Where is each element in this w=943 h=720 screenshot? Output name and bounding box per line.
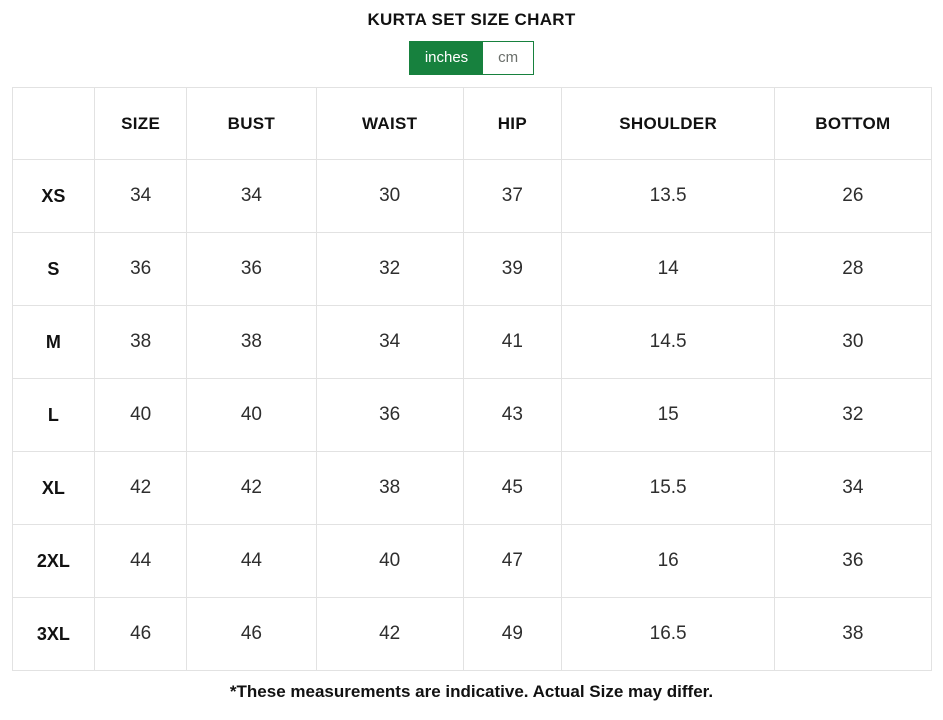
column-header-waist: WAIST: [315, 87, 464, 160]
measurement-cell: 40: [315, 524, 464, 598]
measurement-cell: 14: [561, 232, 776, 306]
unit-toggle: inches cm: [408, 41, 535, 75]
unit-cm-button[interactable]: cm: [483, 42, 534, 74]
measurement-cell: 15: [561, 378, 776, 452]
measurement-cell: 34: [94, 159, 188, 233]
measurement-cell: 38: [774, 597, 932, 671]
measurement-cell: 37: [462, 159, 563, 233]
measurement-cell: 14.5: [561, 305, 776, 379]
size-chart-table: SIZE BUST WAIST HIP SHOULDER BOTTOM XS 34 34 30 3…: [11, 87, 932, 671]
measurement-cell: 40: [186, 378, 317, 452]
row-label-m: M: [11, 305, 96, 379]
measurement-cell: 38: [94, 305, 188, 379]
column-header-shoulder: SHOULDER: [561, 87, 776, 160]
table-header-row: SIZE BUST WAIST HIP SHOULDER BOTTOM: [11, 87, 932, 160]
measurement-cell: 34: [186, 159, 317, 233]
measurement-cell: 45: [462, 451, 563, 525]
measurement-cell: 30: [774, 305, 932, 379]
measurement-cell: 49: [462, 597, 563, 671]
row-label-xs: XS: [11, 159, 96, 233]
table-body: XS 34 34 30 37 13.5 26 S 36 36 32 39 14 28 M 38 38 34 41 14…: [11, 159, 932, 671]
table-row: XS 34 34 30 37 13.5 26: [11, 159, 932, 233]
column-header-bottom: BOTTOM: [774, 87, 932, 160]
measurement-cell: 38: [186, 305, 317, 379]
measurement-cell: 34: [315, 305, 464, 379]
row-label-3xl: 3XL: [11, 597, 96, 671]
table-row: L 40 40 36 43 15 32: [11, 378, 932, 452]
footnote: *These measurements are indicative. Actu…: [229, 682, 714, 701]
unit-toggle-wrap: inches cm: [0, 41, 943, 75]
measurement-cell: 36: [94, 232, 188, 306]
measurement-cell: 34: [774, 451, 932, 525]
measurement-cell: 43: [462, 378, 563, 452]
measurement-cell: 30: [315, 159, 464, 233]
measurement-cell: 39: [462, 232, 563, 306]
measurement-cell: 36: [315, 378, 464, 452]
table-row: 2XL 44 44 40 47 16 36: [11, 524, 932, 598]
corner-header-cell: [11, 87, 96, 160]
measurement-cell: 42: [94, 451, 188, 525]
table-row: 3XL 46 46 42 49 16.5 38: [11, 597, 932, 671]
row-label-s: S: [11, 232, 96, 306]
measurement-cell: 16.5: [561, 597, 776, 671]
measurement-cell: 38: [315, 451, 464, 525]
table-row: S 36 36 32 39 14 28: [11, 232, 932, 306]
measurement-cell: 41: [462, 305, 563, 379]
measurement-cell: 16: [561, 524, 776, 598]
table-row: XL 42 42 38 45 15.5 34: [11, 451, 932, 525]
measurement-cell: 36: [774, 524, 932, 598]
measurement-cell: 44: [186, 524, 317, 598]
measurement-cell: 47: [462, 524, 563, 598]
size-chart-panel: KURTA SET SIZE CHART inches cm SIZE BUST W…: [0, 10, 943, 701]
measurement-cell: 13.5: [561, 159, 776, 233]
measurement-cell: 36: [186, 232, 317, 306]
measurement-cell: 44: [94, 524, 188, 598]
measurement-cell: 42: [186, 451, 317, 525]
measurement-cell: 46: [94, 597, 188, 671]
table-row: M 38 38 34 41 14.5 30: [11, 305, 932, 379]
row-label-xl: XL: [11, 451, 96, 525]
column-header-size: SIZE: [94, 87, 188, 160]
row-label-l: L: [11, 378, 96, 452]
measurement-cell: 15.5: [561, 451, 776, 525]
row-label-2xl: 2XL: [11, 524, 96, 598]
measurement-cell: 42: [315, 597, 464, 671]
column-header-hip: HIP: [462, 87, 563, 160]
page-title: KURTA SET SIZE CHART: [367, 10, 576, 29]
measurement-cell: 40: [94, 378, 188, 452]
unit-inches-button[interactable]: inches: [409, 42, 484, 74]
measurement-cell: 32: [315, 232, 464, 306]
measurement-cell: 28: [774, 232, 932, 306]
measurement-cell: 26: [774, 159, 932, 233]
measurement-cell: 46: [186, 597, 317, 671]
column-header-bust: BUST: [186, 87, 317, 160]
measurement-cell: 32: [774, 378, 932, 452]
